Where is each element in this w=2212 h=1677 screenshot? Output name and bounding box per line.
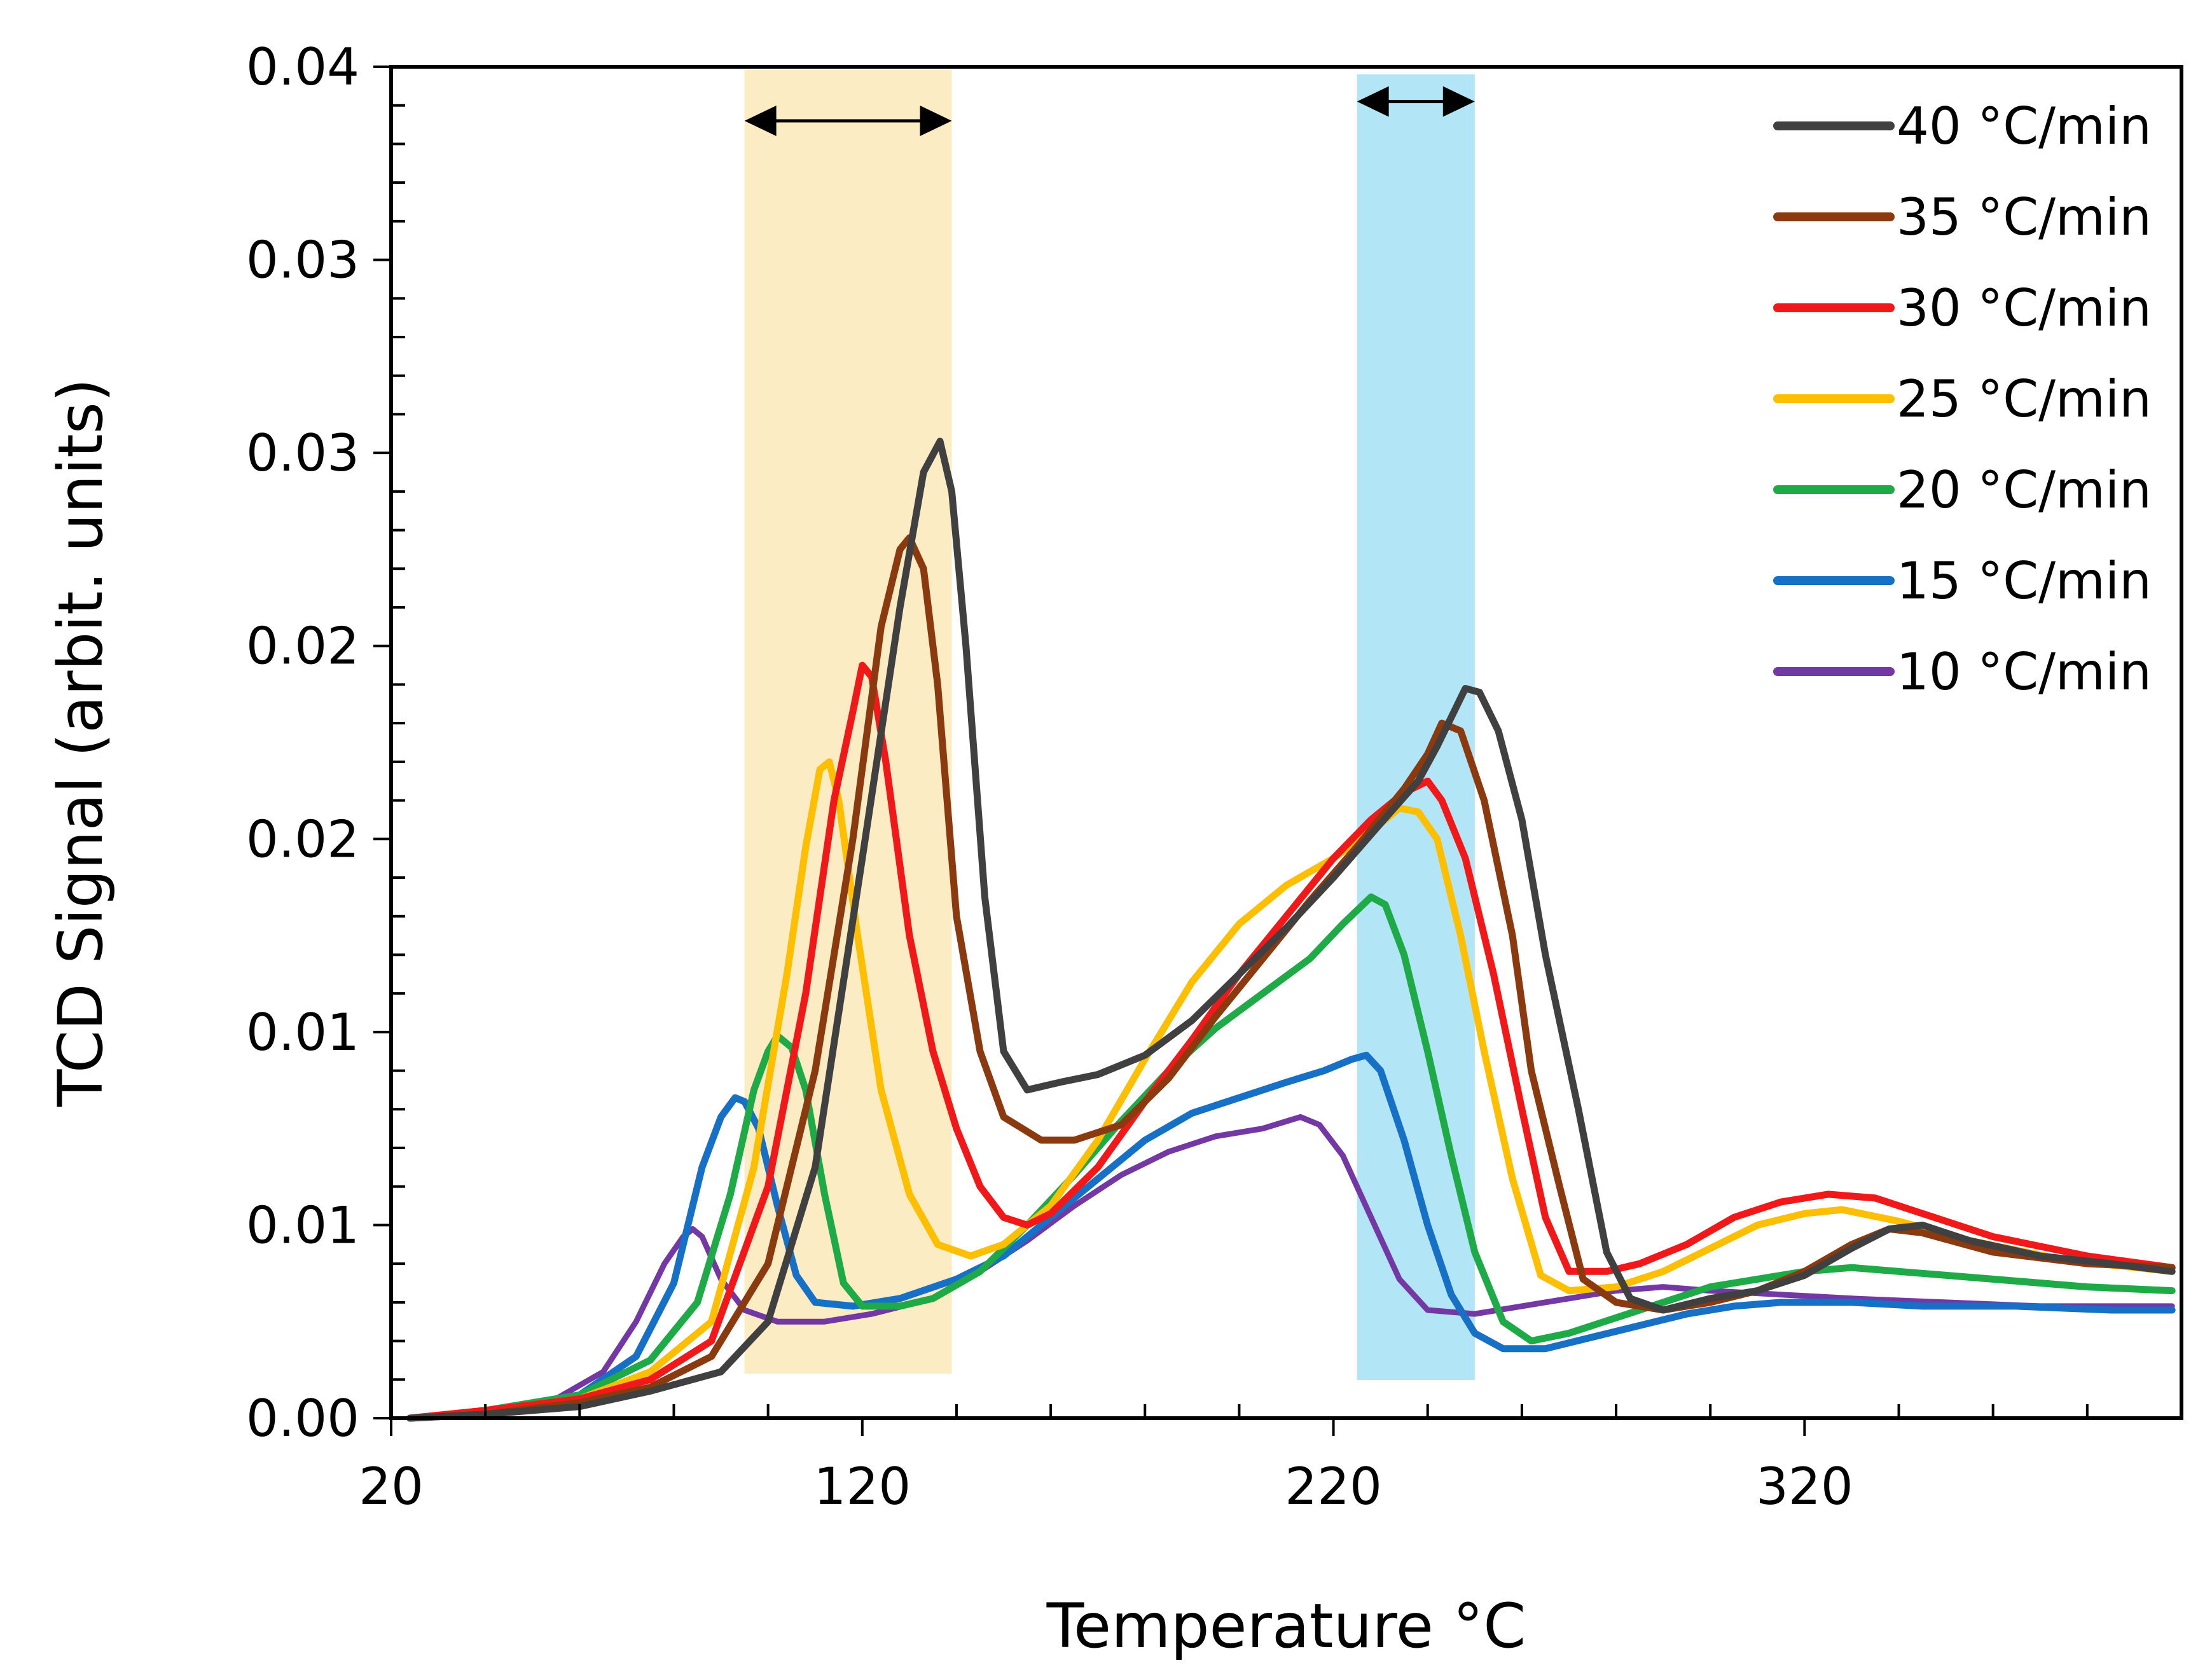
- x-tick-label: 120: [813, 1457, 911, 1516]
- x-tick-label: 20: [359, 1457, 424, 1516]
- x-tick-label: 220: [1285, 1457, 1382, 1516]
- x-axis-ticks: 20 120 220 320: [359, 1404, 2183, 1516]
- y-tick-label: 0.03: [246, 231, 359, 290]
- range-arrow-head-right: [1442, 86, 1475, 117]
- range-arrow-1: [744, 106, 952, 136]
- series-line-15-c-per-min: [406, 1051, 2176, 1422]
- series-line-20-c-per-min: [406, 893, 2176, 1422]
- legend: 40 °C/min 35 °C/min 30 °C/min 25 °C/min 20 °…: [1773, 97, 2152, 701]
- y-axis-title: TCD Signal (arbit. units): [45, 378, 116, 1107]
- legend-label: 35 °C/min: [1897, 188, 2152, 247]
- range-arrow-head-left: [744, 106, 777, 136]
- series-line-40-c-per-min: [406, 438, 2176, 1422]
- y-axis-ticks: 0.00 0.01 0.01 0.02 0.02 0.03 0.03 0.04: [246, 38, 405, 1448]
- x-axis-title: Temperature °C: [1046, 1591, 1526, 1662]
- legend-label: 30 °C/min: [1897, 279, 2152, 338]
- plot-frame: [389, 65, 2183, 1420]
- y-tick-label: 0.02: [246, 617, 359, 676]
- legend-label: 40 °C/min: [1897, 97, 2152, 156]
- y-tick-label: 0.02: [246, 810, 359, 869]
- series-line-25-c-per-min: [406, 758, 2176, 1422]
- legend-label: 20 °C/min: [1897, 460, 2152, 520]
- x-tick-label: 320: [1756, 1457, 1853, 1516]
- series-lines: [406, 438, 2176, 1422]
- range-arrows: [744, 86, 1475, 136]
- y-tick-label: 0.04: [246, 38, 359, 97]
- range-arrow-head-right: [920, 106, 952, 136]
- legend-label: 25 °C/min: [1897, 369, 2152, 429]
- y-tick-label: 0.00: [246, 1389, 359, 1448]
- y-tick-label: 0.01: [246, 1196, 359, 1255]
- legend-label: 15 °C/min: [1897, 551, 2152, 611]
- range-arrow-head-left: [1357, 86, 1389, 117]
- y-tick-label: 0.03: [246, 424, 359, 483]
- range-arrow-2: [1357, 86, 1475, 117]
- legend-label: 10 °C/min: [1897, 642, 2152, 701]
- y-tick-label: 0.01: [246, 1003, 359, 1062]
